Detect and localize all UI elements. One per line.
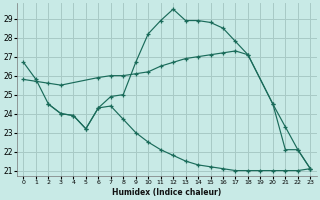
X-axis label: Humidex (Indice chaleur): Humidex (Indice chaleur) [112,188,221,197]
